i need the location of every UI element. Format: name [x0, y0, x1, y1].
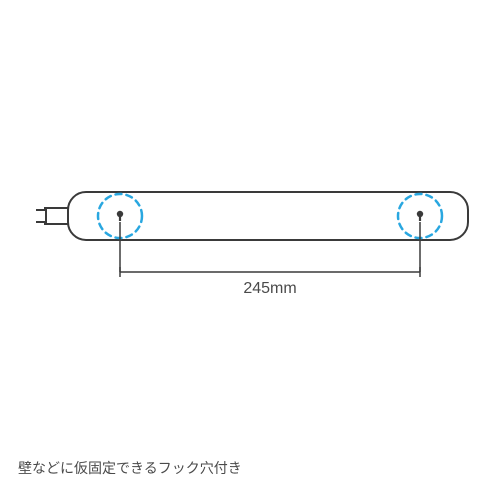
dimension-label: 245mm	[235, 280, 305, 298]
caption-text: 壁などに仮固定できるフック穴付き	[18, 458, 242, 478]
power-strip-diagram	[0, 0, 500, 500]
